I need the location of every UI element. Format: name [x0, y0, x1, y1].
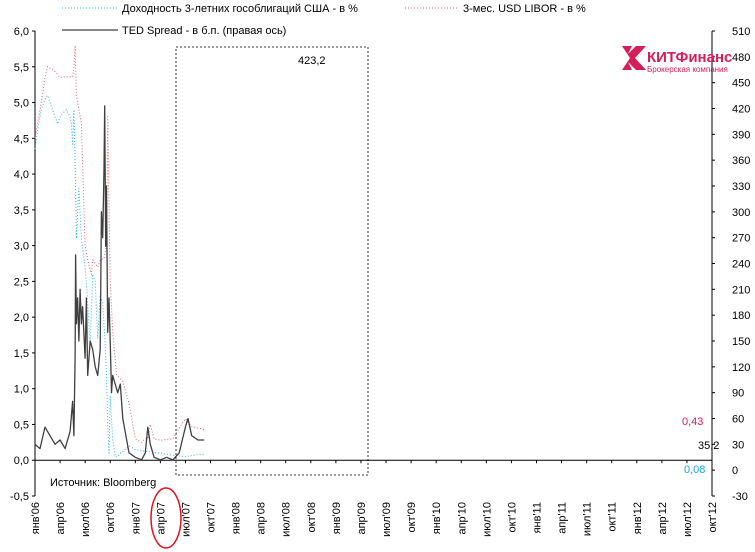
- x-tick-label: окт'11: [607, 502, 619, 532]
- logo-mark-icon: [622, 46, 646, 70]
- axes-layer: -0,5 0,0 0,5 1,0 1,5 2,0 2,5 3,0 3,5 4,0 4,5 5,0 5,5…: [10, 26, 750, 537]
- x-tick-label: окт'12: [707, 502, 719, 532]
- y-right-tick-label: -30: [732, 491, 748, 503]
- x-tick-label: апр'07: [155, 502, 167, 535]
- y-right-tick-label: 180: [732, 310, 750, 322]
- x-tick-label: июл'07: [180, 502, 192, 537]
- y-left-tick-label: 6,0: [14, 26, 29, 38]
- x-tick-label: янв'12: [632, 502, 644, 534]
- x-tick-label: окт'06: [105, 502, 117, 532]
- y-right-tick-label: 300: [732, 207, 750, 219]
- y-left-tick-label: 5,5: [14, 62, 29, 74]
- legend: Доходность 3-летних гособлигаций США - в…: [62, 3, 586, 37]
- y-right-tick-label: 420: [732, 104, 750, 116]
- x-tick-label: апр'06: [55, 502, 67, 535]
- y-left-tick-label: 3,5: [14, 205, 29, 217]
- x-tick-label: янв'06: [30, 502, 42, 534]
- x-tick-label: апр'08: [256, 502, 268, 535]
- x-tick-label: июл'11: [582, 502, 594, 536]
- y-right-tick-label: 390: [732, 129, 750, 141]
- series-layer: [34, 44, 205, 461]
- y-left-tick-label: 0,5: [14, 419, 29, 431]
- y-right-tick-label: 330: [732, 181, 750, 193]
- source-label: Источник: Bloomberg: [50, 477, 156, 489]
- x-tick-label: апр'11: [557, 502, 569, 534]
- y-left-tick-label: 5,0: [14, 98, 29, 110]
- x-tick-label: апр'10: [456, 502, 468, 535]
- x-tick-label: июл'10: [481, 502, 493, 537]
- y-right-tick-label: 60: [732, 414, 744, 426]
- y-right-tick-label: 210: [732, 284, 750, 296]
- annotation-ted-last: 35,2: [698, 440, 719, 452]
- y-left-tick-label: 4,5: [14, 133, 29, 145]
- x-tick-label: июл'12: [682, 502, 694, 537]
- y-right-tick-label: 450: [732, 78, 750, 90]
- highlight-circle: [150, 487, 182, 549]
- x-tick-label: апр'09: [356, 502, 368, 535]
- y-right-tick-label: 480: [732, 52, 750, 64]
- legend-label-yield: Доходность 3-летних гособлигаций США - в…: [122, 3, 358, 15]
- y-right-tick-label: 510: [732, 26, 750, 38]
- legend-label-libor: 3-мес. USD LIBOR - в %: [463, 3, 586, 15]
- x-tick-label: окт'10: [506, 502, 518, 532]
- series-line-libor: [34, 44, 205, 443]
- y-right-tick-label: 240: [732, 259, 750, 271]
- legend-label-ted: TED Spread - в б.п. (правая ось): [122, 25, 286, 37]
- y-left-tick-label: 4,0: [14, 169, 29, 181]
- y-right-tick-label: 90: [732, 388, 744, 400]
- y-right-tick-label: 270: [732, 233, 750, 245]
- x-tick-label: июл'09: [381, 502, 393, 537]
- x-tick-label: июл'08: [281, 502, 293, 537]
- y-left-tick-label: 3,0: [14, 241, 29, 253]
- annotation-yield-last: 0,08: [684, 464, 705, 476]
- y-right-tick-label: 120: [732, 362, 750, 374]
- logo-subtitle: Брокерская компания: [647, 65, 728, 74]
- y-left-tick-label: 0,0: [14, 455, 29, 467]
- x-tick-label: янв'10: [431, 502, 443, 534]
- y-right-tick-label: 0: [732, 465, 738, 477]
- y-right-tick-label: 150: [732, 336, 750, 348]
- series-line-ted: [34, 105, 205, 461]
- x-tick-label: июл'06: [80, 502, 92, 537]
- x-tick-label: окт'09: [406, 502, 418, 532]
- y-right-tick-label: 360: [732, 155, 750, 167]
- kit-finance-logo: КИТФинанс Брокерская компания: [622, 46, 732, 74]
- y-right-tick-label: 30: [732, 439, 744, 451]
- annotation-libor-last: 0,43: [682, 416, 703, 428]
- crisis-period-box: [175, 46, 369, 476]
- y-left-tick-label: 2,0: [14, 312, 29, 324]
- x-tick-label: окт'07: [206, 502, 218, 532]
- x-tick-label: янв'11: [531, 502, 543, 533]
- y-left-tick-label: -0,5: [10, 491, 29, 503]
- x-tick-label: окт'08: [306, 502, 318, 532]
- series-line-yield: [34, 94, 205, 458]
- y-left-tick-label: 2,5: [14, 276, 29, 288]
- x-tick-label: янв'08: [231, 502, 243, 534]
- y-left-tick-label: 1,0: [14, 384, 29, 396]
- y-left-tick-label: 1,5: [14, 348, 29, 360]
- x-tick-label: апр'12: [657, 502, 669, 535]
- x-tick-label: янв'09: [331, 502, 343, 534]
- x-tick-label: янв'07: [130, 502, 142, 534]
- annotation-ted-peak: 423,2: [298, 55, 326, 67]
- logo-name: КИТФинанс: [647, 49, 732, 66]
